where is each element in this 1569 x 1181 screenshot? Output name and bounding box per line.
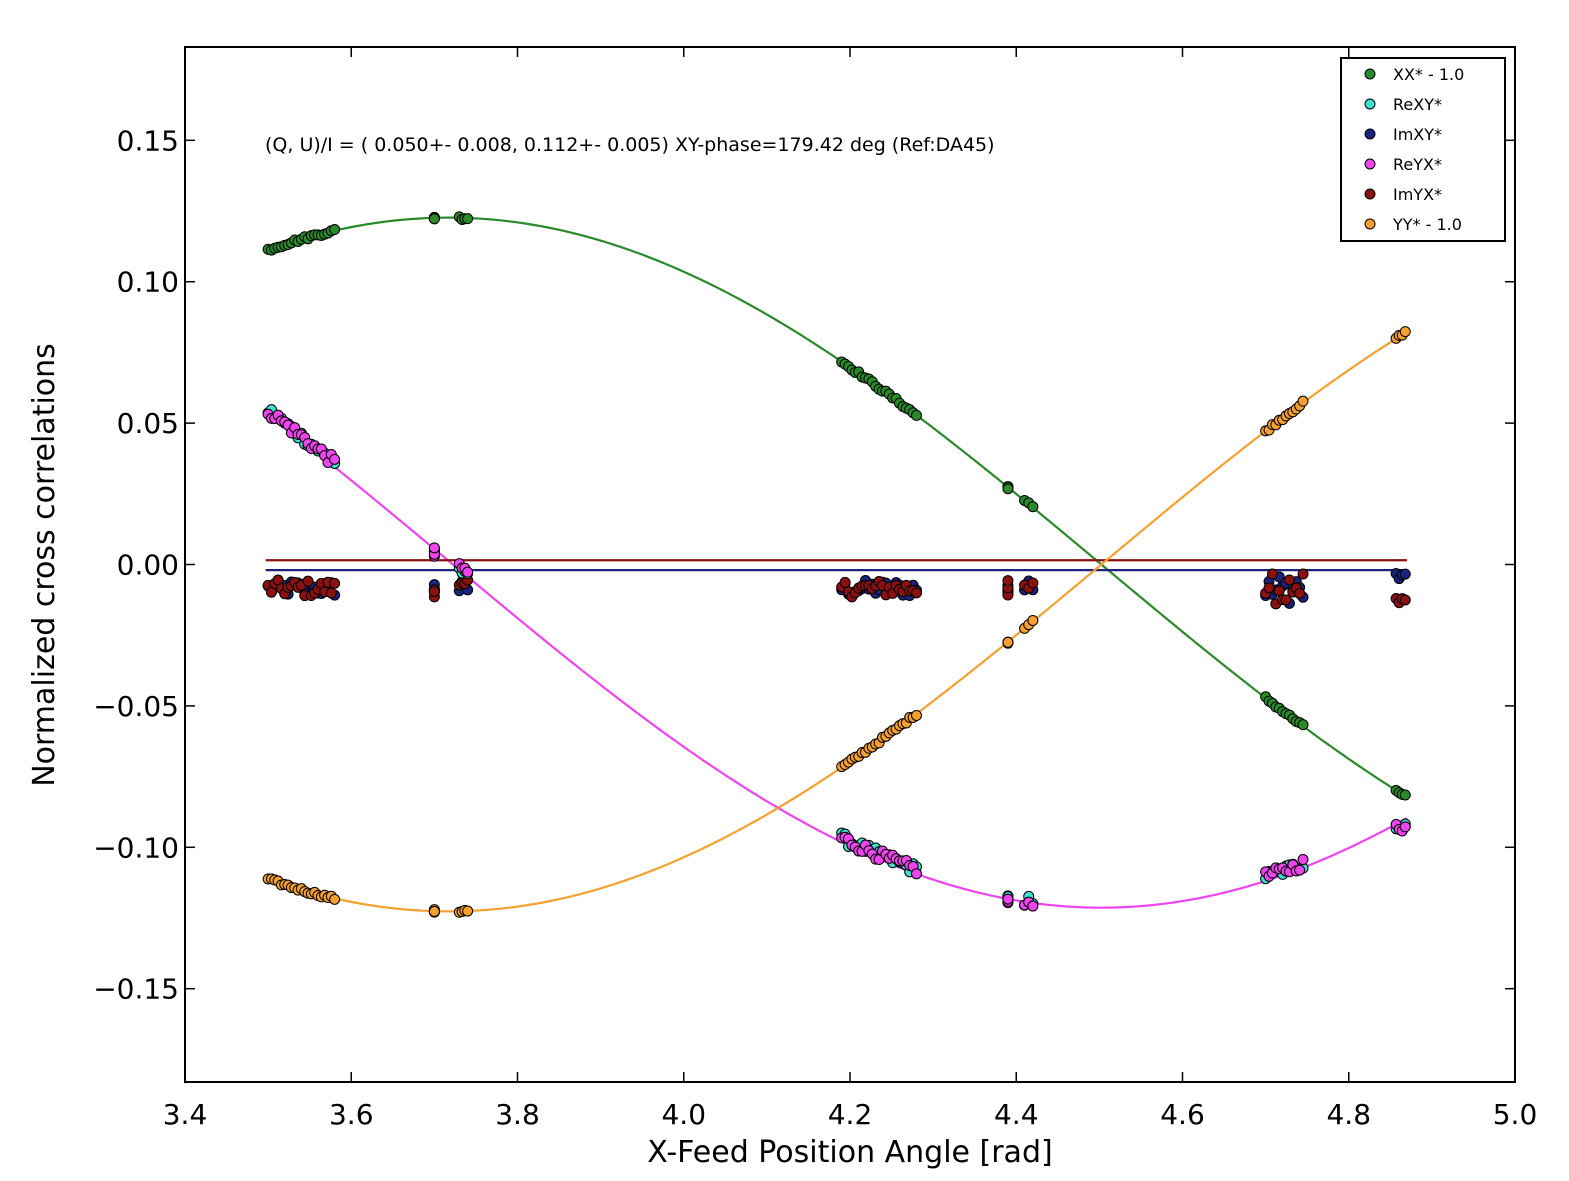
y-tick-label: −0.15 [93, 973, 179, 1006]
point-imyx- [839, 576, 851, 588]
point-reyx- [1027, 900, 1039, 912]
x-tick-label: 3.6 [329, 1098, 374, 1131]
point-reyx- [329, 453, 341, 465]
point-yy-1-0 [911, 709, 922, 721]
point-yy-1-0 [1399, 326, 1411, 338]
point-imyx- [329, 577, 341, 589]
point-xx-1-0 [462, 213, 474, 225]
point-reyx- [462, 566, 474, 578]
point-reyx- [911, 868, 922, 880]
y-tick-label: −0.05 [93, 690, 179, 723]
point-xx-1-0 [1027, 501, 1039, 513]
legend-label-yy-1-0: YY* - 1.0 [1392, 215, 1462, 234]
point-imyx- [1002, 575, 1014, 587]
point-reyx- [1294, 864, 1306, 876]
point-yy-1-0 [1002, 636, 1014, 648]
legend-marker-xx-1-0 [1364, 68, 1376, 80]
point-reyx- [1399, 821, 1411, 833]
y-tick-label: 0.00 [117, 549, 179, 582]
point-yy-1-0 [462, 905, 474, 917]
point-reyx- [428, 542, 440, 554]
legend-label-xx-1-0: XX* - 1.0 [1393, 65, 1464, 84]
point-imyx- [1297, 568, 1309, 580]
y-tick-label: −0.10 [93, 831, 179, 864]
legend-label-reyx-: ReYX* [1393, 155, 1442, 174]
point-imyx- [428, 586, 440, 598]
point-imxy- [1399, 568, 1411, 580]
point-imyx- [1280, 594, 1292, 606]
x-tick-label: 4.8 [1326, 1098, 1371, 1131]
x-tick-label: 4.0 [661, 1098, 706, 1131]
x-tick-label: 3.8 [495, 1098, 540, 1131]
point-xx-1-0 [329, 224, 341, 236]
axis-ticks: 3.4 3.6 3.8 4.0 4.2 4.4 4.6 4.8 5.0 −0.15 −0.10 −0.… [93, 47, 1537, 1131]
legend: XX* - 1.0 ReXY* ImXY* ReYX* ImYX* YY* - 1.0 [1340, 57, 1506, 242]
point-yy-1-0 [1027, 614, 1039, 626]
point-imyx- [325, 587, 337, 599]
point-imyx- [1294, 587, 1306, 599]
point-imyx- [302, 575, 314, 587]
legend-marker-rexy- [1364, 98, 1376, 110]
point-reyx- [1297, 854, 1309, 866]
x-tick-label: 5.0 [1493, 1098, 1538, 1131]
legend-marker-yy-1-0 [1364, 218, 1376, 230]
legend-box [1340, 57, 1506, 242]
data-points [262, 211, 1411, 918]
x-tick-label: 4.4 [994, 1098, 1039, 1131]
x-tick-label: 3.4 [163, 1098, 208, 1131]
x-axis-label: X-Feed Position Angle [rad] [647, 1135, 1052, 1170]
point-imyx- [1027, 577, 1039, 589]
y-tick-label: 0.05 [117, 407, 179, 440]
legend-label-imyx-: ImYX* [1393, 185, 1442, 204]
point-reyx- [1002, 893, 1014, 905]
point-imyx- [1263, 582, 1275, 594]
point-imyx- [1266, 568, 1278, 580]
y-tick-label: 0.15 [117, 124, 179, 157]
x-tick-label: 4.2 [828, 1098, 873, 1131]
legend-marker-imyx- [1364, 188, 1376, 200]
point-yy-1-0 [428, 905, 440, 917]
fit-annotation: (Q, U)/I = ( 0.050+- 0.008, 0.112+- 0.00… [265, 134, 995, 156]
legend-label-rexy-: ReXY* [1393, 95, 1442, 114]
y-axis-label: Normalized cross correlations [27, 343, 62, 787]
y-tick-label: 0.10 [117, 266, 179, 299]
point-imyx- [1283, 574, 1295, 586]
point-yy-1-0 [329, 893, 341, 905]
legend-marker-reyx- [1364, 158, 1376, 170]
point-yy-1-0 [1297, 395, 1309, 407]
legend-marker-imxy- [1364, 128, 1376, 140]
legend-label-imxy-: ImXY* [1393, 125, 1442, 144]
point-xx-1-0 [1297, 719, 1309, 731]
point-imyx- [1399, 594, 1411, 606]
point-imyx- [911, 587, 922, 599]
point-xx-1-0 [1002, 483, 1014, 495]
x-tick-label: 4.6 [1160, 1098, 1205, 1131]
point-xx-1-0 [911, 409, 922, 421]
point-xx-1-0 [1399, 789, 1411, 801]
point-xx-1-0 [428, 213, 440, 225]
